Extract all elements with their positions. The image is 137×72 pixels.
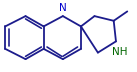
Text: N: N bbox=[59, 3, 67, 13]
Text: NH: NH bbox=[112, 47, 127, 57]
